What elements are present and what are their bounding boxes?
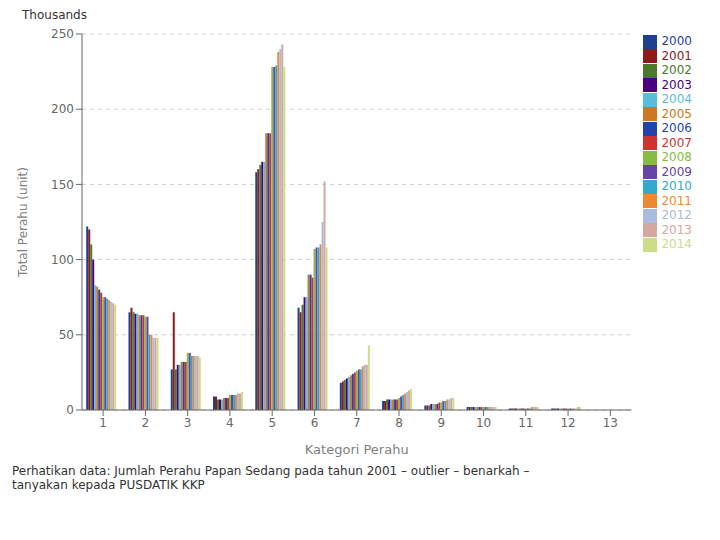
html-text:Thousands: Thousands: [22, 8, 87, 22]
svg-text:1: 1: [99, 416, 107, 430]
html-text:2008: 2008: [661, 150, 692, 164]
svg-text:7: 7: [353, 416, 361, 430]
svg-text:12: 12: [560, 416, 575, 430]
svg-text:200: 200: [51, 102, 74, 116]
svg-text:50: 50: [59, 328, 74, 342]
html-text:2003: 2003: [661, 77, 692, 92]
svg-text:0: 0: [66, 403, 74, 417]
html-text:2009: 2009: [661, 164, 692, 179]
svg-text:5: 5: [268, 416, 276, 430]
html-text:2002: 2002: [661, 63, 692, 77]
svg-text:4: 4: [226, 416, 234, 430]
html-text:2001: 2001: [661, 48, 692, 63]
html-text:2013: 2013: [661, 222, 692, 237]
svg-text:6: 6: [311, 416, 319, 430]
svg-text:8: 8: [395, 416, 403, 430]
html-text:2000: 2000: [661, 34, 692, 48]
html-text:2006: 2006: [661, 121, 692, 135]
svg-text:100: 100: [51, 253, 74, 267]
html-text:Perhatikan data: Jumlah Perahu: Perhatikan data: Jumlah Perahu Papan Sed…: [12, 464, 530, 492]
html-text:2010: 2010: [661, 179, 692, 193]
html-text:2014: 2014: [661, 237, 692, 251]
html-text:2007: 2007: [661, 135, 692, 150]
svg-text:250: 250: [51, 27, 74, 41]
html-text:2011: 2011: [661, 193, 692, 208]
svg-text:Kategori Perahu: Kategori Perahu: [305, 442, 409, 457]
svg-text:2: 2: [142, 416, 150, 430]
svg-text:150: 150: [51, 178, 74, 192]
svg-text:13: 13: [603, 416, 618, 430]
html-text:2012: 2012: [661, 208, 692, 222]
svg-text:3: 3: [184, 416, 192, 430]
svg-text:Total Perahu (unit): Total Perahu (unit): [16, 167, 30, 278]
svg-text:11: 11: [518, 416, 533, 430]
svg-text:9: 9: [437, 416, 445, 430]
html-text:2004: 2004: [661, 92, 692, 106]
html-text:2005: 2005: [661, 106, 692, 121]
svg-text:10: 10: [476, 416, 491, 430]
